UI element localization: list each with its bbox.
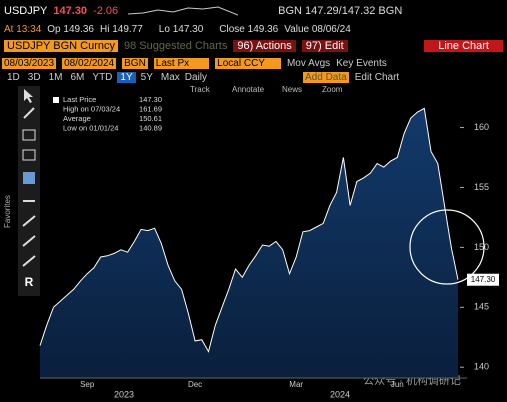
quote-bar: USDJPY 147.30 -2.06 BGN 147.29/147.32 BG… <box>0 2 507 20</box>
y-tick-label: 145 <box>474 302 489 312</box>
settings-bar: 08/03/2023 08/02/2024 BGN Last Px Local … <box>0 56 507 70</box>
period-button[interactable]: 1M <box>48 72 63 83</box>
y-tick-label: 140 <box>474 362 489 372</box>
price-line <box>39 107 459 353</box>
price-tag: 147.30 <box>471 275 496 284</box>
source[interactable]: BGN <box>122 57 148 69</box>
period-button[interactable]: Max <box>160 72 180 83</box>
stat: At 13:34 <box>4 23 42 35</box>
price-tag-box <box>467 273 499 286</box>
y-tick-label: 160 <box>474 122 489 132</box>
stat: Hi 149.77 <box>99 23 143 35</box>
y-tick-label: 150 <box>474 242 489 252</box>
stat: Close 149.36 <box>219 23 279 35</box>
period-buttons: 1D 3D 1M 6M YTD 1Y 5Y Max <box>4 72 185 83</box>
toolbar-icons: R <box>22 89 36 289</box>
price: 147.30 <box>53 5 88 17</box>
end-date[interactable]: 08/02/2024 <box>62 57 117 69</box>
chart-tool: Annotate <box>232 85 265 94</box>
chart-tool: News <box>282 85 302 94</box>
actions-menu[interactable]: 96) Actions <box>233 40 296 52</box>
currency[interactable]: Local CCY <box>215 57 281 69</box>
legend-label: Last Price <box>63 95 96 104</box>
legend-value: 161.69 <box>139 104 162 113</box>
edit-menu[interactable]: 97) Edit <box>301 40 348 52</box>
bid-ask: BGN 147.29/147.32 BGN <box>278 5 403 17</box>
year-label: 2023 <box>114 389 134 399</box>
legend-swatch <box>53 97 59 103</box>
frequency[interactable]: Daily <box>184 72 208 83</box>
suggested-charts[interactable]: 98 Suggested Charts <box>124 40 228 52</box>
area-fill <box>40 108 458 379</box>
field[interactable]: Last Px <box>153 57 210 69</box>
legend-box <box>48 95 166 137</box>
ticker: USDJPY <box>4 5 48 17</box>
svg-text:R: R <box>25 275 34 289</box>
x-tick-label: Jun <box>391 380 404 389</box>
period-button[interactable]: YTD <box>92 72 113 83</box>
stat: Lo 147.30 <box>158 23 204 35</box>
x-tick-label: Mar <box>289 380 303 389</box>
menu-bar: USDJPY BGN Curncy 98 Suggested Charts 96… <box>0 38 507 54</box>
mov-avgs[interactable]: Mov Avgs <box>286 57 331 69</box>
year-label: 2024 <box>330 389 350 399</box>
legend-label: Low on 01/01/24 <box>63 123 118 132</box>
annotation-circle <box>409 209 485 285</box>
security[interactable]: USDJPY BGN Curncy <box>4 40 118 52</box>
chart-tool: Zoom <box>322 85 343 94</box>
legend-label: Average <box>63 114 91 123</box>
period-button[interactable]: 5Y <box>140 72 153 83</box>
toolbar: R <box>18 86 40 296</box>
key-events[interactable]: Key Events <box>336 57 387 69</box>
period-button[interactable]: 1D <box>7 72 20 83</box>
edit-chart[interactable]: Edit Chart <box>354 72 400 83</box>
legend-label: High on 07/03/24 <box>63 104 120 113</box>
chart-type[interactable]: Line Chart <box>424 40 503 52</box>
change: -2.06 <box>93 5 119 17</box>
chart-tool: Track <box>190 85 211 94</box>
stat: Op 149.36 <box>47 23 94 35</box>
stats-bar: At 13:34 Op 149.36 Hi 149.77 Lo 147.30 C… <box>0 21 507 37</box>
legend-value: 150.61 <box>139 114 162 123</box>
legend-value: 140.89 <box>139 123 162 132</box>
period-button[interactable]: 1Y <box>117 72 136 83</box>
start-date[interactable]: 08/03/2023 <box>2 57 57 69</box>
x-tick-label: Sep <box>80 380 95 389</box>
x-tick-label: Dec <box>188 380 202 389</box>
sparkline <box>128 6 239 16</box>
stat: Value 08/06/24 <box>284 23 351 35</box>
period-bar: 1D 3D 1M 6M YTD 1Y 5Y Max Daily Add Data Edit C… <box>0 71 507 84</box>
y-tick-label: 155 <box>474 182 489 192</box>
period-button[interactable]: 3D <box>27 72 41 83</box>
period-button[interactable]: 6M <box>70 72 85 83</box>
add-data[interactable]: Add Data <box>303 72 349 83</box>
legend-value: 147.30 <box>139 95 162 104</box>
